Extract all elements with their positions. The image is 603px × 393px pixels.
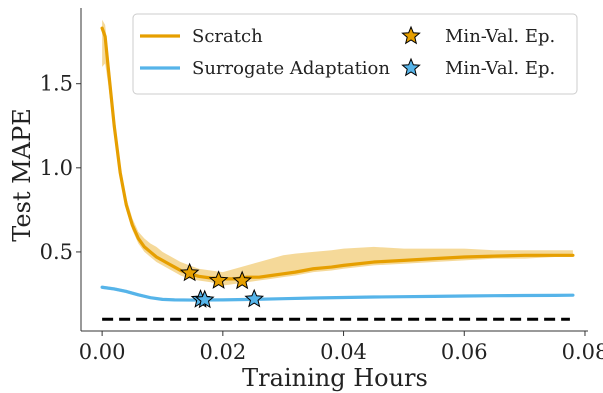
legend-label-2: Min-Val. Ep.: [445, 26, 555, 47]
x-tick-label-4: 0.08: [562, 340, 603, 364]
legend-items: Scratch Surrogate Adaptation Min-Val. Ep. M…: [140, 25, 555, 79]
y-tick-label-1: 1.0: [40, 156, 73, 180]
tick-labels: 0.00 0.02 0.04 0.06 0.08 0.5 1.0 1.5: [40, 72, 603, 364]
min-val-marker-0: [179, 262, 200, 282]
legend: Scratch Surrogate Adaptation Min-Val. Ep. M…: [132, 13, 578, 95]
min-val-marker-5: [244, 288, 265, 308]
x-tick-label-0: 0.00: [79, 340, 126, 364]
y-tick-label-2: 1.5: [40, 72, 73, 96]
x-tick-label-1: 0.02: [199, 340, 246, 364]
min-val-marker-2: [232, 270, 252, 290]
legend-label-1: Surrogate Adaptation: [192, 58, 390, 79]
axes: [76, 8, 588, 336]
series-line-1: [100, 285, 575, 302]
x-tick-label-3: 0.06: [441, 340, 488, 364]
min-val-marker-1: [208, 270, 229, 289]
axis-labels: Training Hours Test MAPE: [8, 108, 428, 392]
x-axis-label: Training Hours: [242, 364, 428, 392]
y-tick-label-0: 0.5: [40, 240, 73, 264]
y-axis-label: Test MAPE: [8, 108, 36, 242]
legend-label-3: Min-Val. Ep.: [445, 58, 555, 79]
min-val-marker-4: [194, 289, 215, 309]
legend-label-0: Scratch: [192, 26, 263, 47]
legend-star-swatch-3: [401, 57, 421, 77]
legend-frame: [132, 13, 578, 95]
min-val-markers: [179, 262, 265, 309]
x-tick-label-2: 0.04: [320, 340, 367, 364]
legend-star-swatch-2: [401, 25, 421, 45]
